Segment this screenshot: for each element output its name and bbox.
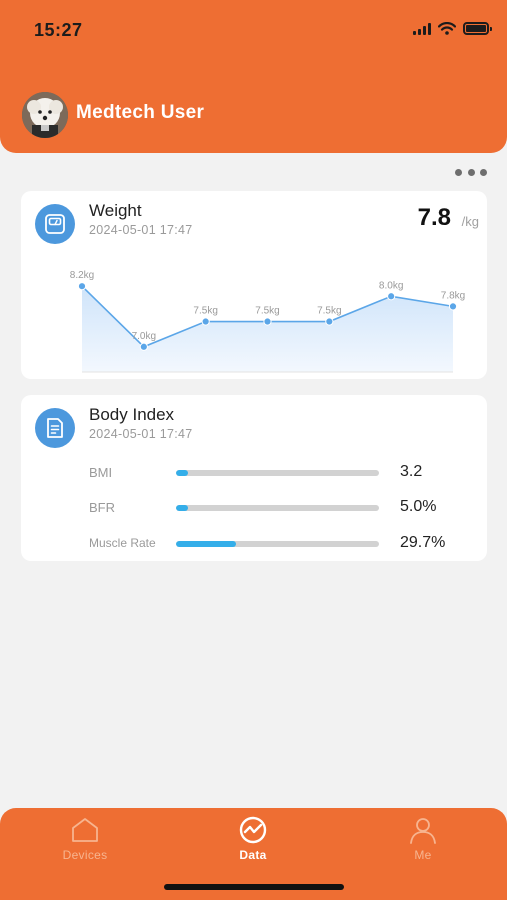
tab-devices[interactable]: Devices <box>25 816 145 872</box>
body-index-card[interactable]: Body Index 2024-05-01 17:47 BMI 3.2 BFR … <box>21 395 487 561</box>
metric-row-bmi: BMI 3.2 <box>21 463 487 483</box>
tab-label: Data <box>239 848 267 862</box>
tab-data[interactable]: Data <box>193 816 313 872</box>
chart-point-label: 7.5kg <box>255 306 279 317</box>
metric-bar-fill <box>176 470 189 476</box>
metric-bar <box>176 470 379 476</box>
body-index-title: Body Index <box>89 405 175 424</box>
body-index-timestamp: 2024-05-01 17:47 <box>89 427 193 441</box>
wifi-icon <box>438 22 456 35</box>
metric-bar <box>176 505 379 511</box>
chart-point-label: 7.8kg <box>441 290 465 301</box>
chart-point-label: 7.5kg <box>317 306 341 317</box>
scale-icon <box>35 204 75 244</box>
dot-icon <box>455 168 462 176</box>
status-icons <box>413 22 492 35</box>
chart-point <box>201 317 210 326</box>
tab-label: Devices <box>62 848 108 862</box>
metric-label: Muscle Rate <box>89 536 156 550</box>
chart-area <box>82 286 453 372</box>
chart-point-label: 7.5kg <box>193 306 217 317</box>
metric-label: BMI <box>89 465 113 480</box>
home-indicator <box>164 884 344 890</box>
chart-point <box>139 342 148 351</box>
chart-icon <box>239 816 267 844</box>
metric-bar-fill <box>176 505 189 511</box>
status-time: 15:27 <box>34 20 83 40</box>
signal-icon <box>413 22 431 35</box>
avatar-dog-icon <box>22 92 68 138</box>
chart-point-label: 7.0kg <box>132 331 156 342</box>
header: 15:27 Medtech User <box>0 0 507 153</box>
user-name[interactable]: Medtech User <box>76 102 205 123</box>
avatar[interactable] <box>22 92 68 138</box>
home-icon <box>72 818 98 842</box>
metric-label: BFR <box>89 500 115 515</box>
chart-point <box>263 317 272 326</box>
weight-card[interactable]: Weight 2024-05-01 17:47 7.8 /kg 8.2kg 7.0… <box>21 191 487 379</box>
metric-value: 3.2 <box>400 463 423 480</box>
weight-chart: 8.2kg 7.0kg 7.5kg 7.5kg 7.5kg 8.0kg 7.8kg <box>70 270 465 373</box>
metric-bar <box>176 541 379 547</box>
tab-label: Me <box>414 848 432 862</box>
chart-point <box>325 317 334 326</box>
chart-point-label: 8.2kg <box>70 270 94 281</box>
dot-icon <box>480 168 487 176</box>
metric-value: 29.7% <box>400 534 446 551</box>
more-options-button[interactable] <box>455 165 487 179</box>
metric-bar-fill <box>176 541 237 547</box>
chart-point <box>387 292 396 301</box>
metric-value: 5.0% <box>400 498 437 515</box>
weight-unit: /kg <box>461 214 479 229</box>
chart-point <box>448 302 458 311</box>
chart-point-label: 8.0kg <box>379 280 403 291</box>
person-icon <box>410 818 436 844</box>
weight-value: 7.8 <box>417 204 451 231</box>
tab-me[interactable]: Me <box>363 816 483 872</box>
dot-icon <box>467 168 475 176</box>
weight-timestamp: 2024-05-01 17:47 <box>89 223 193 237</box>
battery-icon <box>463 22 492 35</box>
metric-row-muscle-rate: Muscle Rate 29.7% <box>21 534 487 554</box>
document-icon <box>35 408 75 448</box>
metric-row-bfr: BFR 5.0% <box>21 498 487 518</box>
chart-point <box>77 282 87 291</box>
weight-title: Weight <box>89 201 142 220</box>
